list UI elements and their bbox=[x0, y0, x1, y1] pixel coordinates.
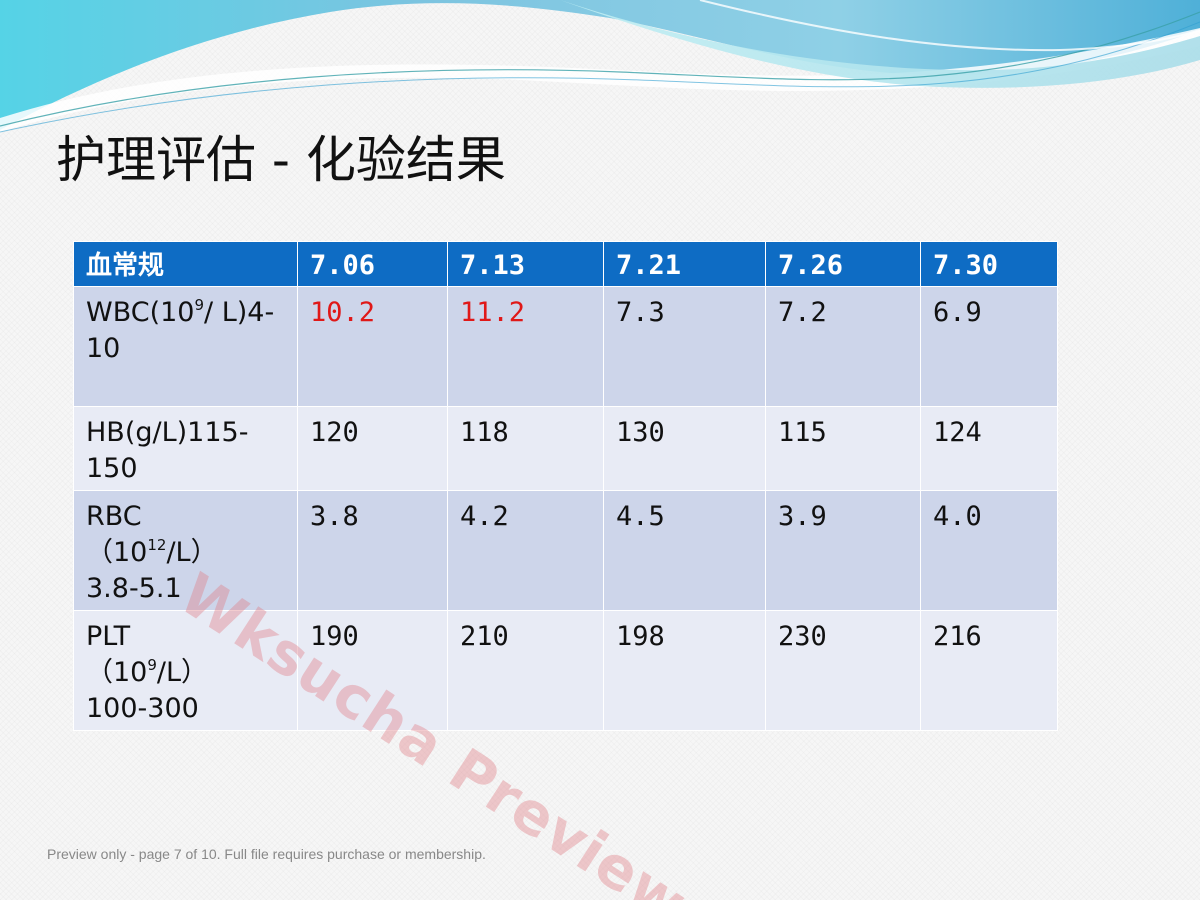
label-superscript: 12 bbox=[147, 536, 167, 554]
blood-routine-table: 血常规 7.06 7.13 7.21 7.26 7.30 WBC(109/ L)… bbox=[73, 241, 1058, 731]
value-cell: 115 bbox=[765, 406, 921, 491]
value-cell-abnormal: 11.2 bbox=[447, 286, 604, 407]
value-cell: 210 bbox=[447, 610, 604, 731]
label-text: / L)4-10 bbox=[86, 297, 275, 364]
value-cell-abnormal: 10.2 bbox=[297, 286, 448, 407]
value-cell: 118 bbox=[447, 406, 604, 491]
table-header-row: 血常规 7.06 7.13 7.21 7.26 7.30 bbox=[73, 241, 1058, 287]
table-row-plt: PLT （109/L） 100-300 190 210 198 230 216 bbox=[73, 610, 1058, 731]
label-superscript: 9 bbox=[194, 296, 205, 314]
value-cell: 7.2 bbox=[765, 286, 921, 407]
label-text: PLT bbox=[86, 621, 131, 652]
header-cell-date: 7.30 bbox=[920, 241, 1058, 287]
value-cell: 120 bbox=[297, 406, 448, 491]
label-text: 100-300 bbox=[86, 693, 199, 724]
value-cell: 3.9 bbox=[765, 490, 921, 611]
header-wave-decoration bbox=[0, 0, 1200, 133]
label-text: 3.8-5.1 bbox=[86, 573, 182, 604]
table-row-rbc: RBC （1012/L） 3.8-5.1 3.8 4.2 4.5 3.9 4.0 bbox=[73, 490, 1058, 611]
value-cell: 190 bbox=[297, 610, 448, 731]
value-cell: 4.5 bbox=[603, 490, 766, 611]
header-cell-date: 7.06 bbox=[297, 241, 448, 287]
header-cell-date: 7.26 bbox=[765, 241, 921, 287]
slide-title: 护理评估 - 化验结果 bbox=[56, 131, 506, 189]
value-cell: 3.8 bbox=[297, 490, 448, 611]
value-cell: 124 bbox=[920, 406, 1058, 491]
header-cell-date: 7.13 bbox=[447, 241, 604, 287]
row-label-hb: HB(g/L)115-150 bbox=[73, 406, 298, 491]
label-text: RBC bbox=[86, 501, 142, 532]
row-label-wbc: WBC(109/ L)4-10 bbox=[73, 286, 298, 407]
preview-footer-notice: Preview only - page 7 of 10. Full file r… bbox=[47, 846, 486, 862]
label-text: （10 bbox=[86, 537, 148, 568]
label-superscript: 9 bbox=[147, 656, 157, 674]
value-cell: 7.3 bbox=[603, 286, 766, 407]
row-label-plt: PLT （109/L） 100-300 bbox=[73, 610, 298, 731]
label-text: /L） bbox=[156, 657, 209, 688]
value-cell: 4.0 bbox=[920, 490, 1058, 611]
value-cell: 198 bbox=[603, 610, 766, 731]
label-text: /L） bbox=[166, 537, 218, 568]
label-text: （10 bbox=[86, 657, 148, 688]
table-row-hb: HB(g/L)115-150 120 118 130 115 124 bbox=[73, 406, 1058, 491]
table-row-wbc: WBC(109/ L)4-10 10.2 11.2 7.3 7.2 6.9 bbox=[73, 286, 1058, 407]
value-cell: 216 bbox=[920, 610, 1058, 731]
header-cell-date: 7.21 bbox=[603, 241, 766, 287]
value-cell: 4.2 bbox=[447, 490, 604, 611]
header-cell-category: 血常规 bbox=[73, 241, 298, 287]
label-text: WBC(10 bbox=[86, 297, 195, 328]
row-label-rbc: RBC （1012/L） 3.8-5.1 bbox=[73, 490, 298, 611]
value-cell: 6.9 bbox=[920, 286, 1058, 407]
value-cell: 230 bbox=[765, 610, 921, 731]
value-cell: 130 bbox=[603, 406, 766, 491]
